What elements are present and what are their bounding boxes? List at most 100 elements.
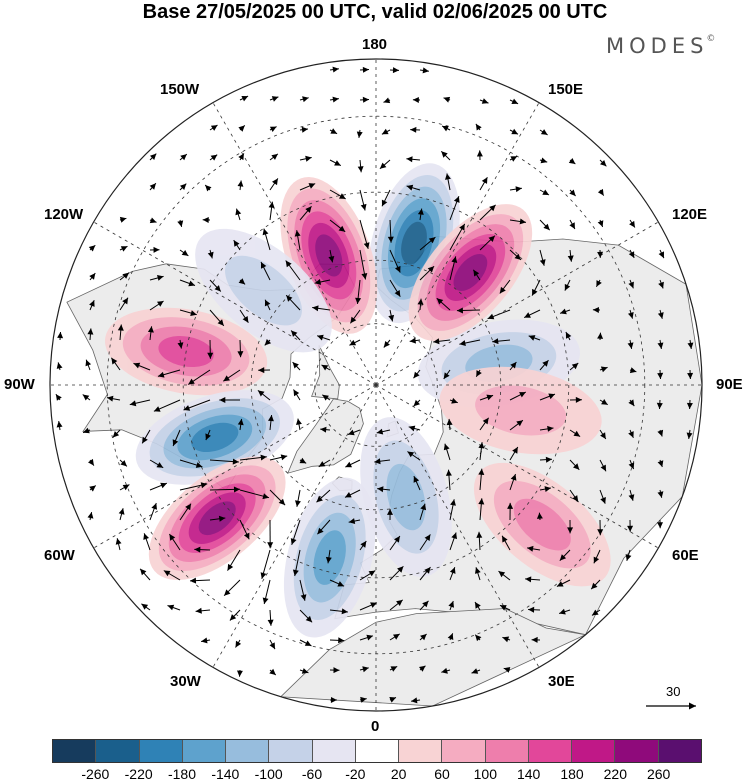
wind-arrow — [449, 567, 456, 581]
wind-arrow — [599, 429, 607, 440]
colorbar-tick-label: 260 — [646, 766, 671, 782]
wind-arrow — [528, 606, 541, 613]
wind-arrow — [374, 458, 391, 465]
wind-arrow — [209, 458, 239, 465]
wind-arrow — [262, 228, 271, 251]
meridian-line — [93, 384, 377, 549]
wind-arrow — [379, 159, 391, 170]
wind-arrow — [269, 489, 286, 506]
wind-arrow — [445, 173, 451, 191]
wind-arrow — [329, 189, 346, 200]
wind-arrow — [143, 533, 151, 551]
colorbar-tick-label: -140 — [211, 766, 240, 782]
wind-arrow — [658, 249, 665, 259]
wind-arrow — [383, 97, 391, 104]
wind-arrow — [657, 339, 664, 349]
colorbar-swatch — [615, 740, 659, 762]
wind-arrow — [329, 637, 345, 644]
latitude-circle — [250, 259, 502, 511]
wind-arrow — [509, 98, 519, 105]
wind-arrow — [316, 334, 331, 341]
wind-arrow — [194, 546, 211, 553]
wind-arrow — [149, 482, 168, 491]
wind-arrow — [419, 600, 429, 611]
wind-arrow — [204, 184, 212, 192]
wind-arrow — [89, 272, 96, 281]
wind-arrow — [628, 399, 635, 407]
wind-arrow — [359, 66, 370, 73]
wind-arrow — [347, 429, 361, 436]
wind-arrow — [408, 425, 421, 432]
wind-arrow — [599, 399, 608, 406]
colorbar-swatch — [355, 740, 400, 762]
wind-arrow — [293, 389, 301, 401]
wind-arrow — [377, 486, 391, 493]
wind-arrow — [387, 508, 393, 521]
meridian-line — [375, 221, 659, 386]
wind-arrow — [440, 150, 451, 161]
wind-arrow — [209, 154, 218, 161]
wind-arrow — [419, 633, 427, 641]
wind-arrow — [448, 600, 454, 611]
wind-arrow — [599, 489, 606, 504]
wind-arrow — [329, 159, 342, 167]
wind-arrow — [112, 429, 121, 438]
wind-arrow — [89, 485, 97, 492]
wind-arrow — [85, 359, 92, 371]
colorbar-swatch — [182, 740, 227, 762]
wind-arrow — [409, 337, 421, 344]
lon-label-150e: 150E — [548, 81, 584, 98]
latitude-circle — [182, 191, 570, 579]
colorbar-swatch — [572, 740, 616, 762]
wind-arrow — [509, 446, 519, 461]
lon-label-90w: 90W — [4, 376, 35, 393]
wind-arrow — [238, 278, 246, 285]
wind-arrow — [475, 369, 482, 378]
wind-arrow — [269, 639, 276, 650]
wind-arrow — [597, 219, 604, 228]
wind-arrow — [509, 391, 527, 401]
colorbar-tick-label: -180 — [167, 766, 197, 782]
wind-arrow — [294, 230, 301, 251]
wind-arrow — [449, 256, 458, 281]
wind-arrow — [441, 667, 451, 674]
wind-arrow — [149, 246, 160, 253]
wind-arrow — [119, 216, 127, 223]
wind-arrow — [149, 275, 164, 281]
wind-arrow — [201, 637, 211, 644]
reference-vector-label: 30 — [666, 684, 681, 699]
wind-arrow — [498, 570, 511, 581]
wind-arrow — [117, 324, 124, 341]
wind-arrow — [569, 459, 580, 471]
wind-arrow — [299, 126, 309, 133]
meridian-line — [375, 102, 540, 386]
wind-arrow — [179, 482, 208, 491]
wind-arrow — [356, 129, 363, 138]
wind-arrow — [312, 305, 331, 312]
wind-arrow — [569, 362, 579, 371]
wind-arrow — [329, 219, 346, 233]
colorbar-tick-label: 20 — [390, 766, 407, 782]
wind-arrow — [209, 124, 218, 131]
wind-arrow — [88, 244, 96, 252]
anomaly-lobe — [368, 163, 460, 324]
colorbar-swatch — [96, 740, 140, 762]
wind-arrow — [503, 667, 511, 673]
wind-arrow — [141, 603, 151, 611]
wind-arrow — [267, 609, 274, 626]
wind-arrow — [389, 67, 400, 74]
wind-arrow — [387, 219, 394, 243]
wind-arrow — [264, 339, 272, 346]
wind-arrow — [389, 665, 398, 672]
wind-arrow — [285, 260, 301, 281]
wind-arrow — [359, 96, 370, 103]
wind-arrow — [389, 249, 401, 273]
wind-arrow — [523, 309, 541, 319]
wind-arrow — [290, 330, 301, 341]
wind-arrow — [389, 633, 400, 641]
wind-arrow — [501, 535, 511, 551]
wind-arrow — [472, 269, 481, 281]
wind-arrow — [502, 636, 511, 643]
wind-arrow — [344, 489, 361, 498]
